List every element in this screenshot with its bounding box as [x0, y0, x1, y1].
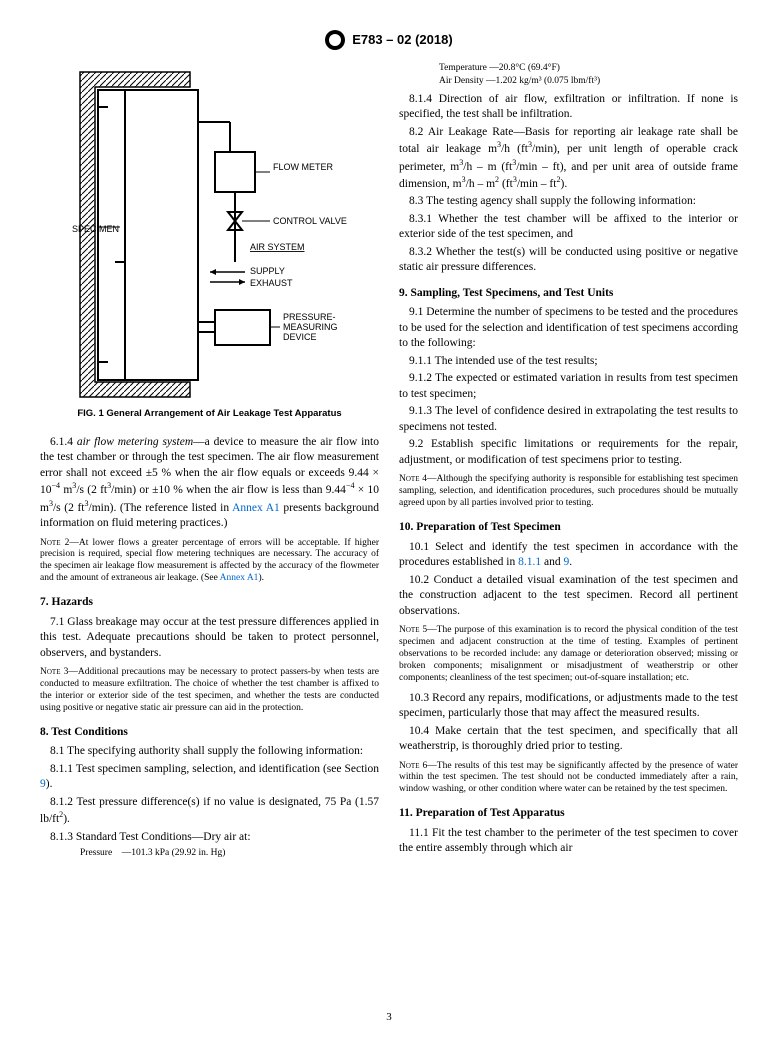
astm-logo-icon: [325, 30, 345, 50]
p-8.1: 8.1 The specifying authority shall suppl…: [40, 744, 379, 760]
figure-caption: FIG. 1 General Arrangement of Air Leakag…: [40, 408, 379, 421]
apparatus-diagram: SPECIMEN FLOW METER CONTROL VALVE AIR SY…: [70, 62, 350, 402]
label-pressure3: DEVICE: [283, 332, 317, 342]
h-7: 7. Hazards: [40, 595, 379, 611]
p-9.1.3: 9.1.3 The level of confidence desired in…: [399, 404, 738, 435]
p-9.2: 9.2 Establish specific limitations or re…: [399, 437, 738, 468]
page-header: E783 – 02 (2018): [40, 30, 738, 50]
label-supply: SUPPLY: [250, 266, 285, 276]
cond-density-val: —1.202 kg/m³ (0.075 lbm/ft³): [486, 76, 600, 86]
h-8: 8. Test Conditions: [40, 725, 379, 741]
p-9.1.2: 9.1.2 The expected or estimated variatio…: [399, 371, 738, 402]
note-3: Note 3—Additional precautions may be nec…: [40, 667, 379, 715]
p-8.3.1: 8.3.1 Whether the test chamber will be a…: [399, 212, 738, 243]
note-5: Note 5—The purpose of this examination i…: [399, 625, 738, 684]
p-8.1.4: 8.1.4 Direction of air flow, exfiltratio…: [399, 92, 738, 123]
doc-title: E783 – 02 (2018): [352, 32, 452, 47]
p-9.1.1: 9.1.1 The intended use of the test resul…: [399, 354, 738, 370]
cond-temp-label: Temperature: [439, 63, 487, 73]
note-2: Note 2—At lower flows a greater percenta…: [40, 538, 379, 586]
note-4: Note 4—Although the specifying authority…: [399, 474, 738, 510]
p-8.1.1: 8.1.1 Test specimen sampling, selection,…: [40, 762, 379, 793]
p-6.1.4: 6.1.4 air flow metering system—a device …: [40, 435, 379, 532]
p-8.3: 8.3 The testing agency shall supply the …: [399, 194, 738, 210]
label-air-system: AIR SYSTEM: [250, 242, 305, 252]
p-10.3: 10.3 Record any repairs, modifications, …: [399, 691, 738, 722]
cond-temp-val: —20.8°C (69.4°F): [489, 63, 560, 73]
p-9.1: 9.1 Determine the number of specimens to…: [399, 305, 738, 352]
h-10: 10. Preparation of Test Specimen: [399, 520, 738, 536]
p-7.1: 7.1 Glass breakage may occur at the test…: [40, 615, 379, 662]
p-10.2: 10.2 Conduct a detailed visual examinati…: [399, 573, 738, 620]
label-pressure1: PRESSURE-: [283, 312, 336, 322]
note-6: Note 6—The results of this test may be s…: [399, 761, 738, 797]
p-10.1: 10.1 Select and identify the test specim…: [399, 540, 738, 571]
h-11: 11. Preparation of Test Apparatus: [399, 806, 738, 822]
label-flow-meter: FLOW METER: [273, 162, 333, 172]
label-control-valve: CONTROL VALVE: [273, 216, 347, 226]
cond-density-label: Air Density: [439, 76, 484, 86]
figure-1: SPECIMEN FLOW METER CONTROL VALVE AIR SY…: [40, 62, 379, 421]
cond-pressure-val: —101.3 kPa (29.92 in. Hg): [122, 848, 226, 858]
p-10.4: 10.4 Make certain that the test specimen…: [399, 724, 738, 755]
cond-pressure-label: Pressure: [80, 848, 112, 858]
label-specimen: SPECIMEN: [72, 224, 119, 234]
label-exhaust: EXHAUST: [250, 278, 293, 288]
p-8.1.3: 8.1.3 Standard Test Conditions—Dry air a…: [40, 830, 379, 846]
h-9: 9. Sampling, Test Specimens, and Test Un…: [399, 286, 738, 302]
two-column-body: SPECIMEN FLOW METER CONTROL VALVE AIR SY…: [40, 62, 738, 860]
p-8.1.2: 8.1.2 Test pressure difference(s) if no …: [40, 795, 379, 828]
p-8.3.2: 8.3.2 Whether the test(s) will be conduc…: [399, 245, 738, 276]
p-8.2: 8.2 Air Leakage Rate—Basis for reporting…: [399, 125, 738, 193]
label-pressure2: MEASURING: [283, 322, 338, 332]
page-number: 3: [386, 1010, 392, 1025]
page-container: E783 – 02 (2018): [0, 0, 778, 1041]
p-11.1: 11.1 Fit the test chamber to the perimet…: [399, 826, 738, 857]
